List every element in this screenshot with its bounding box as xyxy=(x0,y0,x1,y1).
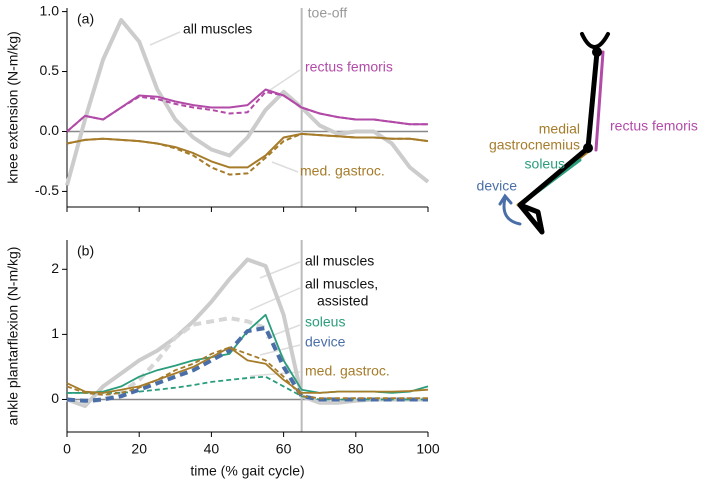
x-axis-label: time (% gait cycle) xyxy=(190,463,304,479)
y-tick-label: 0.5 xyxy=(40,62,60,78)
x-tick-label: 40 xyxy=(204,441,220,457)
x-tick-label: 80 xyxy=(348,441,364,457)
device-arrow xyxy=(498,193,513,206)
leg-diagram xyxy=(498,32,610,235)
series-label: assisted xyxy=(317,293,368,309)
series-line xyxy=(65,18,430,186)
hip-joint xyxy=(592,47,602,57)
diagram-label: soleus xyxy=(525,156,565,172)
device-arc xyxy=(502,196,522,226)
series-label: device xyxy=(305,334,346,350)
diagram-label: medial xyxy=(539,121,580,137)
hip xyxy=(580,32,610,49)
diagram-label: gastrocnemius xyxy=(489,137,580,153)
y-tick-label: 1 xyxy=(51,325,59,341)
x-tick-label: 100 xyxy=(416,441,440,457)
series-label: med. gastroc. xyxy=(305,363,390,379)
y-tick-label: 2 xyxy=(51,260,59,276)
y-tick-label: -0.5 xyxy=(35,182,59,198)
leg xyxy=(517,49,600,235)
series-label: all muscles xyxy=(305,253,374,269)
series-label: med. gastroc. xyxy=(300,163,385,179)
x-tick-label: 0 xyxy=(63,441,71,457)
series-label: all muscles, xyxy=(305,276,378,292)
series-line xyxy=(66,132,429,176)
toe-off-label: toe-off xyxy=(308,5,348,21)
series-line xyxy=(66,346,428,400)
y-tick-label: 0.0 xyxy=(40,122,60,138)
series-line xyxy=(66,88,428,133)
series-line xyxy=(66,346,429,394)
series-line xyxy=(66,90,428,133)
series-label: soleus xyxy=(305,314,345,330)
diagram-label: device xyxy=(477,178,518,194)
y-tick-label: 1.0 xyxy=(40,2,60,18)
knee-joint xyxy=(583,143,593,153)
series-line xyxy=(67,375,428,401)
y-tick-label: 0 xyxy=(51,390,59,406)
rf-line xyxy=(594,50,605,152)
x-tick-label: 60 xyxy=(276,441,292,457)
series-line xyxy=(66,325,428,403)
leaders xyxy=(149,31,301,377)
panel-label: (a) xyxy=(77,11,94,27)
y-axis-label: ankle plantarflexion (N-m/kg) xyxy=(5,247,21,426)
series-label: rectus femoris xyxy=(305,59,393,75)
series-line xyxy=(66,316,428,405)
series-label: all muscles xyxy=(183,21,252,37)
diagram-label: rectus femoris xyxy=(610,118,698,134)
y-axis-label: knee extension (N-m/kg) xyxy=(5,31,21,184)
x-tick-label: 20 xyxy=(131,441,147,457)
panel-label: (b) xyxy=(77,243,94,259)
